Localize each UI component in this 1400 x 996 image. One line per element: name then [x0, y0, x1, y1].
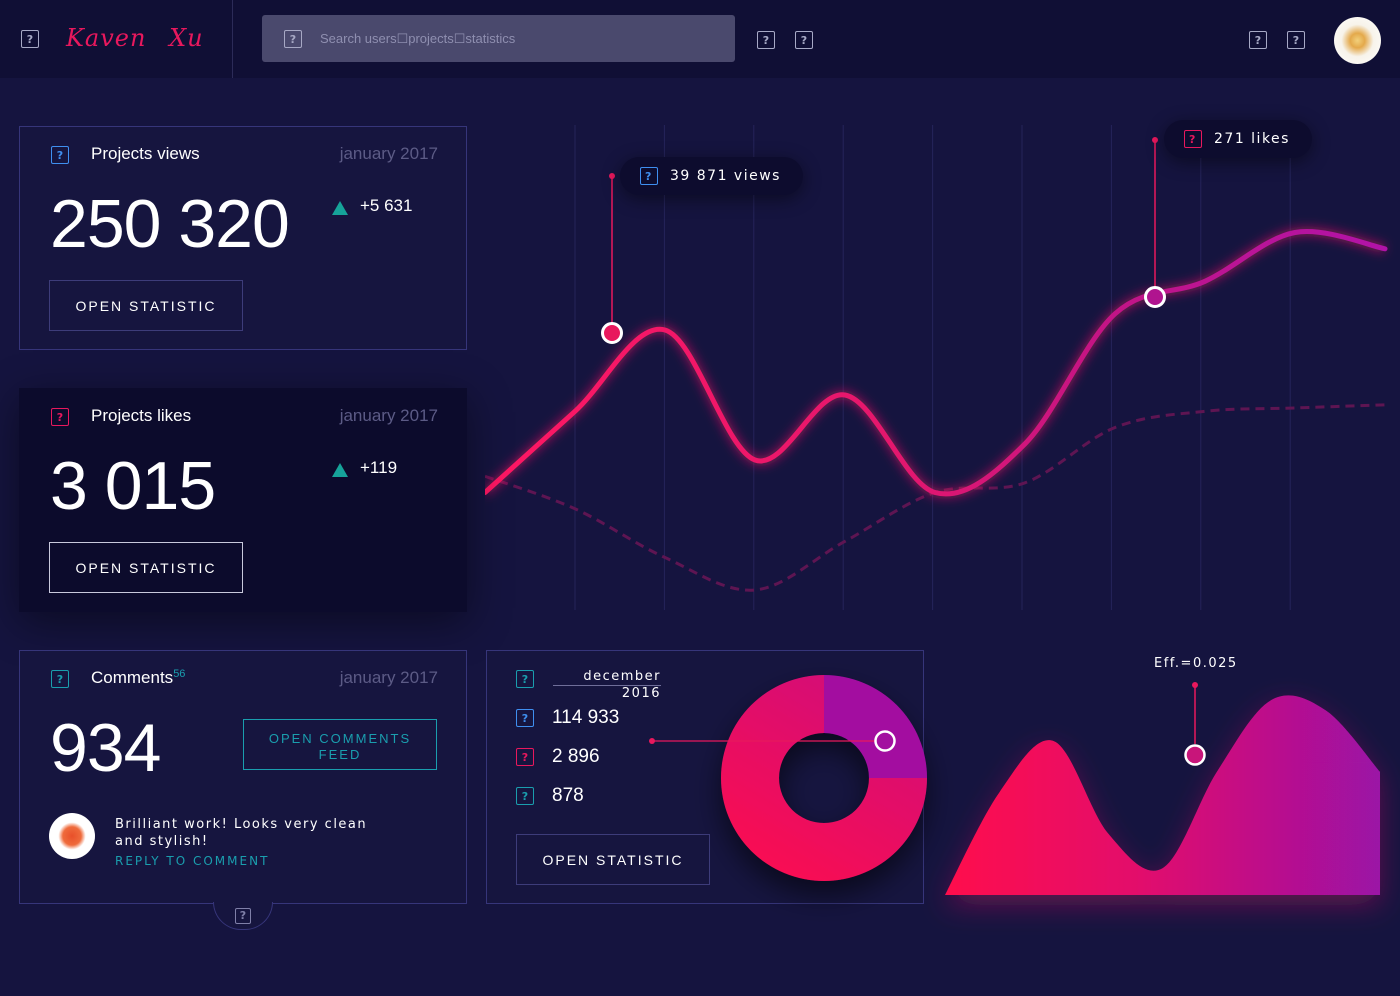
main-line-chart: [485, 125, 1388, 610]
donut-chart: [649, 675, 927, 881]
donut-marker[interactable]: [874, 730, 896, 752]
open-statistic-button[interactable]: OPEN STATISTIC: [49, 280, 243, 331]
divider: [232, 0, 233, 78]
comment-icon: ?: [51, 670, 69, 688]
messages-icon[interactable]: ?: [795, 31, 813, 49]
comments-title: Comments: [91, 668, 174, 687]
period-label: december 2016: [553, 669, 661, 702]
comments-badge: 56: [173, 668, 186, 680]
top-bar: ? Kaven Xu ? ? ? ? ?: [0, 0, 1400, 78]
comments-value: 934: [50, 710, 161, 786]
notifications-icon[interactable]: ?: [757, 31, 775, 49]
donut-segment-purple[interactable]: [824, 675, 927, 778]
period-year: 2016: [621, 686, 661, 701]
tooltip-stem-dot-likes: [1152, 137, 1158, 143]
open-comments-feed-button[interactable]: OPEN COMMENTS FEED: [243, 719, 437, 770]
data-point-views[interactable]: [601, 322, 623, 344]
donut-segment-pink[interactable]: [721, 675, 927, 881]
card-date: january 2017: [339, 144, 438, 163]
card-title: Projects likes: [91, 406, 192, 425]
search-bar[interactable]: ?: [262, 15, 735, 62]
card-date: january 2017: [339, 406, 438, 425]
open-statistic-button[interactable]: OPEN STATISTIC: [516, 834, 710, 885]
data-point-likes[interactable]: [1144, 286, 1166, 308]
eff-stem-dot: [1192, 682, 1198, 688]
chart-gridlines: [574, 125, 1291, 610]
efficiency-area-chart: [945, 682, 1380, 895]
card-title: Projects views: [91, 144, 200, 163]
heart-icon: ?: [516, 748, 534, 766]
eye-icon: ?: [51, 146, 69, 164]
comment-icon: ?: [516, 787, 534, 805]
heart-icon: ?: [1184, 130, 1202, 148]
series-line-views: [485, 229, 1388, 497]
heart-icon: ?: [51, 408, 69, 426]
expand-tab[interactable]: ?: [213, 902, 273, 930]
eye-icon: ?: [516, 709, 534, 727]
button-line-2: FEED: [318, 746, 362, 762]
eff-label: Eff.=0.025: [1154, 656, 1238, 671]
logo[interactable]: Kaven Xu: [66, 24, 204, 52]
views-value: 250 320: [50, 186, 290, 262]
button-line-1: OPEN COMMENTS: [268, 730, 412, 746]
trend-up-icon: [332, 201, 348, 215]
trend-up-icon: [332, 463, 348, 477]
views-card: ? Projects views january 2017 250 320 +5…: [19, 126, 467, 350]
card-date: january 2017: [339, 668, 438, 687]
reply-link[interactable]: REPLY TO COMMENT: [115, 854, 270, 868]
tooltip-likes-label: 271 likes: [1214, 131, 1290, 147]
period-month: december: [553, 669, 661, 686]
area-series-efficiency: [945, 695, 1380, 895]
tooltip-views-label: 39 871 views: [670, 168, 781, 184]
tooltip-stem-dot-views: [609, 173, 615, 179]
calendar-icon: ?: [516, 670, 534, 688]
card-title: Comments56: [91, 668, 185, 688]
chevron-down-icon: ?: [235, 907, 251, 924]
tooltip-views: ? 39 871 views: [620, 157, 803, 195]
comment-text: Brilliant work! Looks very clean and sty…: [115, 817, 368, 849]
likes-card: ? Projects likes january 2017 3 015 +119…: [19, 388, 467, 612]
stat-views: 114 933: [552, 707, 620, 728]
eff-marker[interactable]: [1184, 744, 1206, 766]
open-statistic-button[interactable]: OPEN STATISTIC: [49, 542, 243, 593]
search-icon: ?: [284, 30, 302, 48]
menu-icon[interactable]: ?: [21, 30, 39, 48]
profile-icon[interactable]: ?: [1287, 31, 1305, 49]
views-delta: +5 631: [360, 196, 413, 215]
eye-icon: ?: [640, 167, 658, 185]
tooltip-likes: ? 271 likes: [1164, 120, 1312, 158]
comments-card: ? Comments56 january 2017 934 OPEN COMME…: [19, 650, 467, 930]
donut-pointer-dot: [649, 738, 655, 744]
series-line-views-glow: [485, 226, 1387, 499]
settings-icon[interactable]: ?: [1249, 31, 1267, 49]
commenter-avatar[interactable]: [49, 813, 95, 859]
search-input[interactable]: [320, 15, 720, 62]
stat-likes: 2 896: [552, 746, 600, 767]
likes-value: 3 015: [50, 448, 216, 524]
avatar[interactable]: [1334, 17, 1381, 64]
stat-comments: 878: [552, 785, 584, 806]
likes-delta: +119: [360, 458, 398, 477]
